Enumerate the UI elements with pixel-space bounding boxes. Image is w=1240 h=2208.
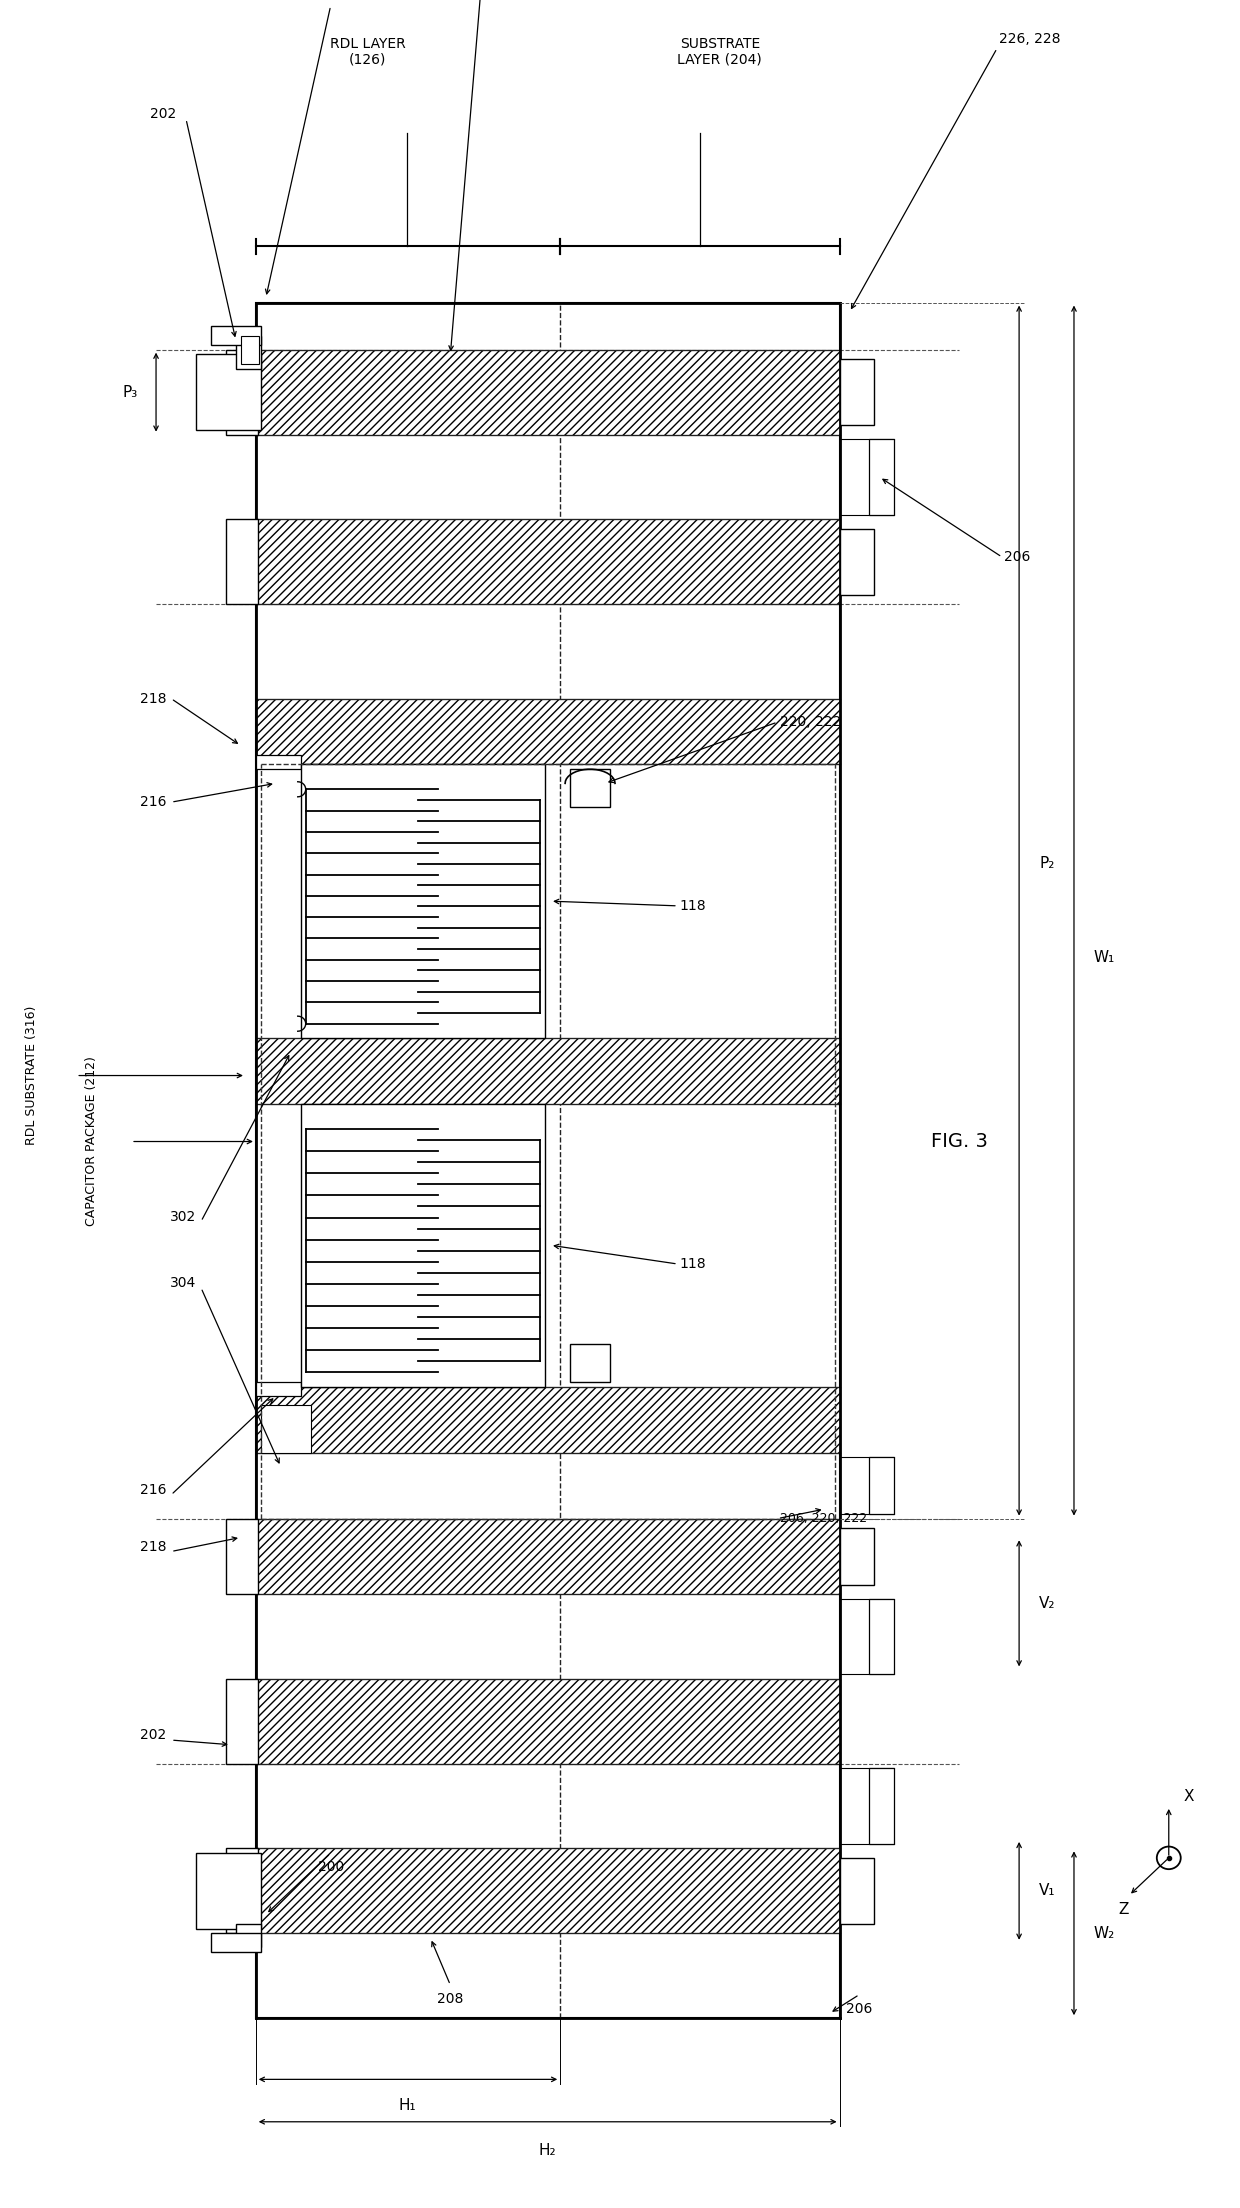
- Bar: [869, 1457, 894, 1515]
- Bar: [211, 1934, 260, 1952]
- Text: 200: 200: [317, 1861, 343, 1875]
- Text: FIG. 3: FIG. 3: [931, 1133, 988, 1150]
- Bar: [255, 349, 839, 435]
- Bar: [869, 1599, 894, 1674]
- Text: H₁: H₁: [399, 2098, 417, 2113]
- Text: P₃: P₃: [123, 384, 138, 400]
- Bar: [839, 530, 874, 594]
- Text: 226, 228: 226, 228: [999, 31, 1060, 46]
- Bar: [201, 360, 259, 426]
- Bar: [226, 349, 258, 435]
- Bar: [570, 1345, 610, 1382]
- Text: P₂: P₂: [1039, 857, 1054, 870]
- Text: V₂: V₂: [1039, 1596, 1055, 1612]
- Text: 202: 202: [150, 108, 176, 121]
- Text: 218: 218: [140, 1539, 166, 1554]
- Bar: [226, 1848, 258, 1934]
- Bar: [869, 439, 894, 514]
- Text: X: X: [1184, 1788, 1194, 1804]
- Text: 218: 218: [140, 691, 166, 707]
- Bar: [211, 327, 260, 344]
- Bar: [255, 1382, 301, 1395]
- Bar: [255, 1519, 839, 1594]
- Bar: [839, 1857, 874, 1923]
- Text: 118: 118: [680, 1256, 707, 1272]
- Bar: [255, 302, 839, 2018]
- Bar: [226, 1519, 258, 1594]
- Bar: [839, 1528, 874, 1585]
- Text: 206, 220, 222: 206, 220, 222: [780, 1512, 867, 1526]
- Bar: [255, 519, 839, 605]
- Text: W₂: W₂: [1094, 1925, 1115, 1941]
- Text: 118: 118: [680, 899, 707, 912]
- Bar: [255, 1848, 839, 1934]
- Text: W₁: W₁: [1094, 949, 1115, 965]
- Bar: [236, 1923, 260, 1947]
- Text: 208: 208: [438, 1992, 464, 2007]
- Text: 206: 206: [846, 2003, 873, 2016]
- Text: 220, 222: 220, 222: [780, 715, 841, 729]
- Bar: [255, 1387, 839, 1453]
- Bar: [570, 768, 610, 806]
- Text: H₂: H₂: [538, 2142, 556, 2157]
- Text: 216: 216: [140, 1484, 166, 1497]
- Text: RDL LAYER
(126): RDL LAYER (126): [330, 38, 405, 66]
- Text: 216: 216: [140, 795, 166, 808]
- Bar: [236, 336, 260, 369]
- Bar: [226, 519, 258, 605]
- Text: 202: 202: [140, 1729, 166, 1742]
- Text: 302: 302: [170, 1210, 196, 1223]
- Text: CAPACITOR PACKAGE (212): CAPACITOR PACKAGE (212): [84, 1058, 98, 1225]
- Bar: [869, 1769, 894, 1844]
- Bar: [196, 355, 260, 431]
- Bar: [255, 698, 839, 764]
- Text: SUBSTRATE
LAYER (204): SUBSTRATE LAYER (204): [677, 38, 763, 66]
- Text: Z: Z: [1118, 1903, 1130, 1917]
- Text: V₁: V₁: [1039, 1883, 1055, 1899]
- Bar: [226, 1678, 258, 1764]
- Bar: [255, 755, 301, 768]
- Bar: [301, 764, 546, 1038]
- Bar: [260, 1406, 311, 1453]
- Bar: [255, 1678, 839, 1764]
- Bar: [241, 336, 259, 364]
- Bar: [196, 1853, 260, 1928]
- Bar: [301, 1104, 546, 1387]
- Bar: [255, 1038, 839, 1104]
- Text: 206: 206: [1004, 550, 1030, 563]
- Text: 304: 304: [170, 1276, 196, 1289]
- Text: RDL SUBSTRATE (316): RDL SUBSTRATE (316): [25, 1007, 38, 1146]
- Bar: [839, 360, 874, 426]
